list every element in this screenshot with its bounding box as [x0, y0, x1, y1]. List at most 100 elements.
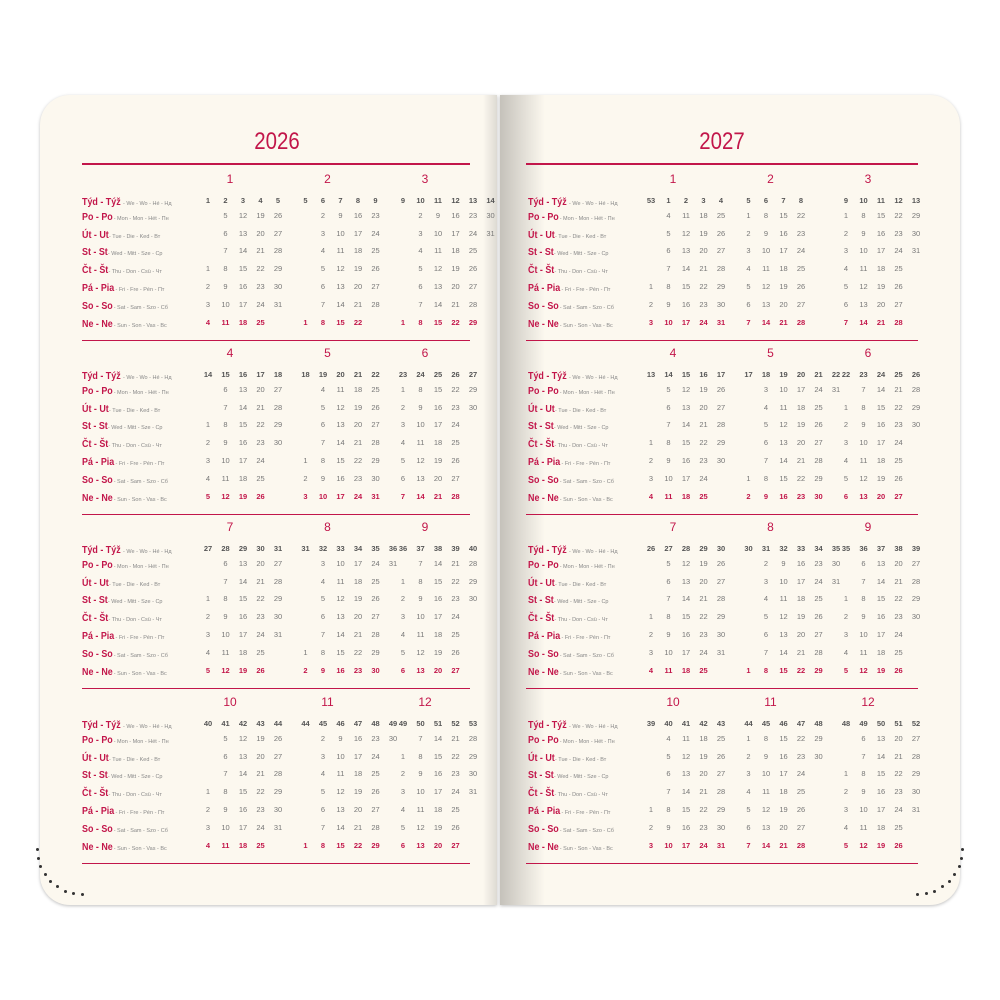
date: 1: [843, 211, 849, 220]
row-label: St - St - Wed - Mitt - Sze - Ср: [528, 419, 608, 434]
week-number: 49: [398, 719, 408, 728]
date: 17: [779, 246, 788, 255]
date: 19: [779, 805, 788, 814]
date: 26: [371, 594, 380, 603]
row-label: Týd - Týž - We - Wo - Hé - Нд: [528, 195, 618, 210]
week-number: 36: [859, 544, 868, 553]
date: 23: [451, 594, 460, 603]
row-label-main: Po - Po: [82, 734, 113, 746]
date: 22: [256, 264, 265, 273]
date: 5: [666, 752, 671, 761]
date: 7: [763, 456, 769, 465]
week-number: 9: [843, 196, 849, 205]
stitch-dot-icon: [55, 885, 59, 889]
row-label-translations: - Fri - Fre - Pén - Пт: [113, 635, 165, 641]
sunday-date: 25: [256, 841, 265, 850]
date: 12: [336, 403, 345, 412]
date: 10: [336, 752, 345, 761]
date: 5: [843, 282, 849, 291]
sunday-date: 24: [353, 492, 363, 501]
date: 16: [876, 420, 886, 429]
sunday-date: 31: [716, 318, 726, 327]
date: 18: [796, 594, 806, 603]
date: 1: [843, 403, 849, 412]
date: 1: [843, 594, 849, 603]
date: 23: [699, 300, 708, 309]
date: 13: [779, 630, 788, 639]
week-number: 25: [894, 370, 903, 379]
row-label-translations: - Thu - Don - Csü - Чт: [552, 792, 608, 798]
date: 28: [468, 734, 478, 743]
date: 3: [843, 805, 849, 814]
row-label-translations: - Tue - Die - Ked - Вт: [553, 757, 607, 763]
row-label: St - St - Wed - Mitt - Sze - Ср: [82, 593, 162, 608]
row-label: Po - Po - Mon - Mon - Hét - Пн: [528, 733, 615, 748]
date: 10: [664, 648, 673, 657]
date: 27: [716, 577, 726, 586]
date: 17: [876, 630, 886, 639]
date: 4: [320, 769, 326, 778]
row-label: Pá - Pia - Fri - Fre - Pén - Пт: [528, 629, 610, 644]
date: 16: [238, 612, 248, 621]
sunday-date: 12: [859, 841, 868, 850]
date: 13: [336, 805, 345, 814]
date: 23: [451, 769, 460, 778]
row-label: St - St - Wed - Mitt - Sze - Ср: [528, 245, 608, 260]
date: 10: [761, 769, 771, 778]
date: 7: [320, 300, 326, 309]
week-number: 6: [320, 196, 326, 205]
month-number: 8: [767, 520, 774, 534]
year-title: 2026: [254, 128, 300, 155]
week-number: 44: [744, 719, 753, 728]
row-label-translations: - Thu - Don - Csü - Чт: [106, 617, 162, 623]
date: 23: [256, 282, 265, 291]
week-number: 26: [646, 544, 656, 553]
date: 8: [763, 474, 769, 483]
row-label-translations: - Wed - Mitt - Sze - Ср: [106, 599, 163, 605]
week-number: 35: [841, 544, 851, 553]
date: 2: [648, 630, 654, 639]
date: 6: [861, 734, 866, 743]
date: 1: [400, 385, 406, 394]
date: 7: [418, 734, 423, 743]
date: 12: [859, 282, 868, 291]
week-number: 44: [301, 719, 310, 728]
row-label-main: Čt - Št: [528, 612, 555, 624]
date: 12: [336, 787, 345, 796]
row-label-main: Po - Po: [528, 211, 559, 223]
date: 15: [433, 385, 443, 394]
week-number: 37: [416, 544, 425, 553]
row-label-translations: - Sun - Son - Vas - Вс: [558, 497, 613, 503]
date: 27: [814, 630, 823, 639]
date: 19: [353, 403, 363, 412]
week-number: 37: [876, 544, 886, 553]
row-label-translations: - Mon - Mon - Hét - Пн: [558, 216, 615, 222]
date: 29: [716, 805, 726, 814]
sunday-date: 27: [451, 841, 460, 850]
week-number: 52: [451, 719, 460, 728]
date: 25: [371, 246, 380, 255]
sunday-date: 26: [256, 492, 265, 501]
sunday-date: 22: [353, 841, 363, 850]
date: 21: [699, 594, 708, 603]
sunday-date: 8: [418, 318, 423, 327]
row-label-main: St - St: [528, 769, 554, 781]
date: 8: [861, 211, 866, 220]
date: 21: [353, 438, 363, 447]
date: 17: [238, 456, 248, 465]
date: 29: [273, 420, 283, 429]
row-label: Po - Po - Mon - Mon - Hét - Пн: [82, 384, 169, 399]
row-label: Út - Ut - Tue - Die - Ked - Вт: [528, 402, 606, 417]
row-label-main: St - St: [528, 246, 554, 258]
date: 3: [205, 456, 211, 465]
sunday-date: 22: [796, 666, 806, 675]
date: 24: [256, 630, 265, 639]
date: 26: [716, 385, 726, 394]
date: 21: [894, 752, 903, 761]
sunday-date: 18: [238, 841, 248, 850]
date: 21: [796, 456, 806, 465]
date: 13: [336, 420, 345, 429]
date: 6: [746, 823, 751, 832]
row-label: Út - Ut - Tue - Die - Ked - Вт: [82, 228, 160, 243]
date: 6: [666, 246, 671, 255]
